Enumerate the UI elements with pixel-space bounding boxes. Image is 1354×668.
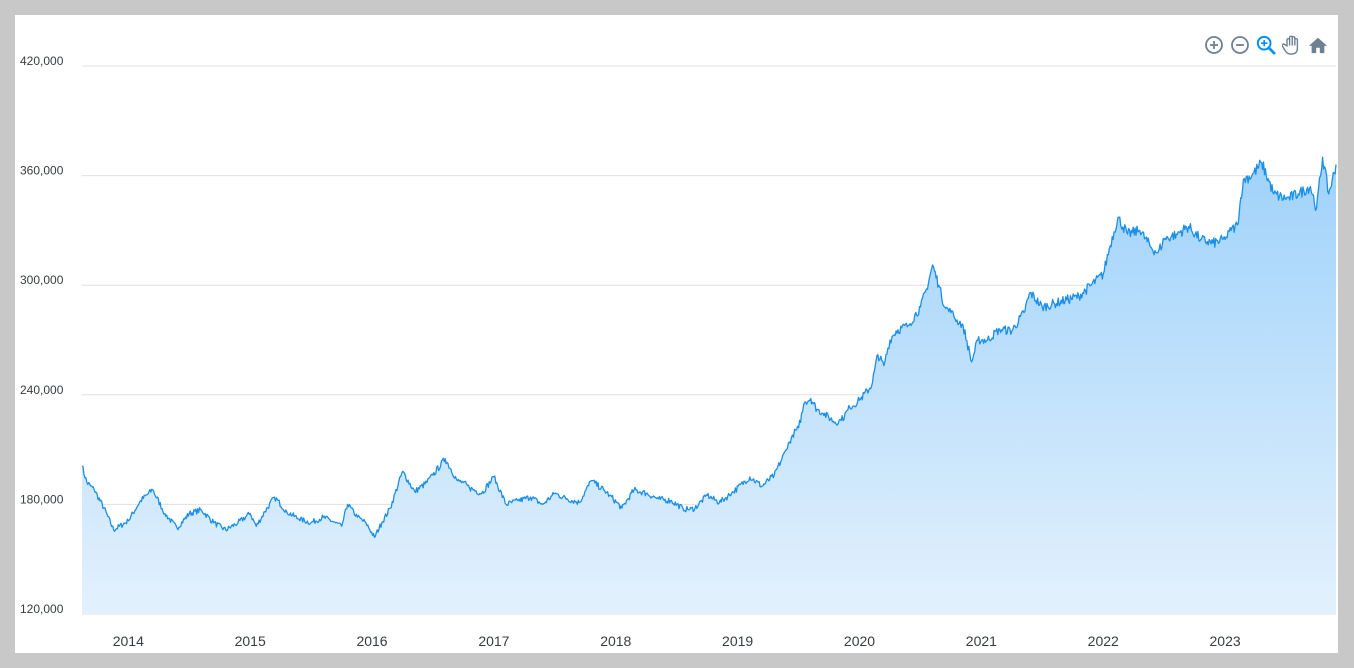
x-tick-label: 2014 — [113, 633, 144, 649]
x-tick-label: 2020 — [844, 633, 875, 649]
zoom-in-icon[interactable] — [1204, 35, 1224, 55]
y-tick-label: 120,000 — [20, 602, 64, 616]
series-area — [82, 157, 1336, 615]
x-tick-label: 2019 — [722, 633, 753, 649]
x-tick-label: 2015 — [235, 633, 266, 649]
reset-home-icon[interactable] — [1308, 35, 1328, 55]
area-chart[interactable]: 420,000 360,000 300,000 240,000 180,000 120,0… — [15, 15, 1338, 653]
series-layer — [81, 156, 1337, 615]
zoom-selection-icon[interactable] — [1256, 35, 1276, 55]
x-tick-label: 2021 — [966, 633, 997, 649]
x-tick-label: 2016 — [356, 633, 387, 649]
x-tick-label: 2018 — [600, 633, 631, 649]
x-axis: 2014 2015 2016 2017 2018 2019 2020 2021 2022 2023 — [113, 633, 1241, 649]
y-tick-label: 240,000 — [20, 383, 64, 397]
y-tick-label: 300,000 — [20, 273, 64, 287]
chart-toolbar — [1204, 35, 1328, 55]
x-tick-label: 2023 — [1210, 633, 1241, 649]
pan-hand-icon[interactable] — [1282, 35, 1302, 55]
series-line[interactable] — [81, 156, 1337, 538]
chart-card: 420,000 360,000 300,000 240,000 180,000 120,0… — [15, 15, 1338, 653]
x-tick-label: 2017 — [478, 633, 509, 649]
y-axis: 420,000 360,000 300,000 240,000 180,000 120,0… — [20, 54, 64, 616]
y-tick-label: 180,000 — [20, 492, 64, 506]
y-tick-label: 420,000 — [20, 54, 64, 68]
y-tick-label: 360,000 — [20, 164, 64, 178]
x-tick-label: 2022 — [1088, 633, 1119, 649]
zoom-out-icon[interactable] — [1230, 35, 1250, 55]
